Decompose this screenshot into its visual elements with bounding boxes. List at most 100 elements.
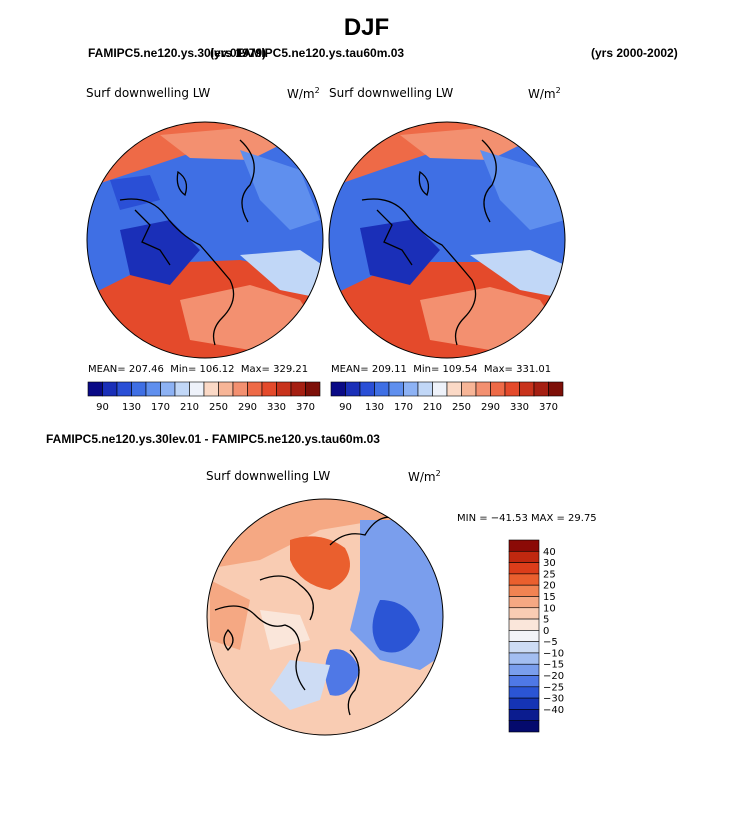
left-coastlines [119, 139, 255, 346]
diff-colorbar-swatch [508, 652, 540, 665]
left-colorbar-swatch [203, 381, 219, 397]
left-colorbar-swatch [218, 381, 234, 397]
left-colorbar-tick-label: 330 [267, 402, 286, 413]
diff-panel-units: W/m2 [408, 469, 441, 484]
diff-colorbar-swatch [508, 630, 540, 642]
diff-colorbar-tick-label: −30 [543, 694, 564, 705]
left-colorbar-swatch [247, 381, 263, 397]
right-colorbar-tick-label: 330 [510, 402, 529, 413]
right-colorbar-tick-label: 250 [452, 402, 471, 413]
right-colorbar-swatch [519, 381, 535, 397]
diff-colorbar-swatch [508, 573, 540, 586]
diff-minmax: MIN = −41.53 MAX = 29.75 [457, 513, 597, 524]
left-colorbar-swatch [87, 381, 103, 397]
diff-title: FAMIPC5.ne120.ys.30lev.01 - FAMIPC5.ne12… [46, 432, 380, 446]
diff-colorbar-tick-label: −15 [543, 660, 564, 671]
right-colorbar-swatch [490, 381, 506, 397]
right-colorbar-swatch [533, 381, 549, 397]
left-colorbar: 90 130 170 210 250 290 330 370 [87, 381, 321, 413]
diff-panel-variable: Surf downwelling LW [206, 469, 331, 483]
right-colorbar-swatch [345, 381, 361, 397]
right-panel-stats: MEAN= 209.11 Min= 109.54 Max= 331.01 [331, 364, 552, 375]
right-colorbar-swatch [504, 381, 520, 397]
left-colorbar-swatch [261, 381, 277, 397]
diff-colorbar-swatch [508, 618, 540, 631]
right-colorbar-swatch [446, 381, 462, 397]
left-colorbar-tick-label: 290 [238, 402, 257, 413]
case-label-1: FAMIPC5.ne120.ys.30lev.01 [88, 46, 244, 60]
right-colorbar-tick-label: 90 [339, 402, 352, 413]
diff-colorbar-swatch [508, 562, 540, 575]
right-colorbar-swatch [403, 381, 419, 397]
diff-colorbar-swatch [508, 641, 540, 654]
diff-colorbar-tick-label: −10 [543, 648, 564, 659]
right-colorbar-tick-label: 370 [539, 402, 558, 413]
right-colorbar-swatch [432, 381, 448, 397]
right-coastlines [361, 139, 497, 346]
right-colorbar-swatch [461, 381, 477, 397]
left-panel-stats: MEAN= 207.46 Min= 106.12 Max= 329.21 [88, 364, 309, 375]
left-colorbar-tick-label: 170 [151, 402, 170, 413]
right-map-border [328, 121, 566, 359]
diff-colorbar-swatch [508, 550, 540, 563]
left-map-border [86, 121, 324, 359]
right-colorbar-tick-label: 130 [365, 402, 384, 413]
case-label-2: FAMIPC5.ne120.ys.tau60m.03 [236, 46, 405, 60]
diff-colorbar-swatch [508, 596, 540, 609]
left-colorbar-swatch [102, 381, 118, 397]
right-colorbar-swatch [475, 381, 491, 397]
diff-colorbar-swatch [508, 607, 540, 620]
case-label-years: (yrs 1979) [210, 46, 267, 60]
left-colorbar-swatch [116, 381, 132, 397]
left-colorbar-tick-label: 250 [209, 402, 228, 413]
left-colorbar-swatch [305, 381, 321, 397]
diff-polar-map [207, 499, 443, 735]
right-colorbar-tick-label: 210 [423, 402, 442, 413]
right-colorbar-swatch [330, 381, 346, 397]
left-colorbar-swatch [276, 381, 292, 397]
years-label: (yrs 2000-2002) [591, 46, 678, 60]
diff-colorbar-tick-label: −25 [543, 682, 564, 693]
right-colorbar: 90 130 170 210 250 290 330 370 [330, 381, 564, 413]
left-panel-units: W/m2 [287, 86, 320, 101]
diff-colorbar-tick-label: −20 [543, 671, 564, 682]
left-colorbar-tick-label: 130 [122, 402, 141, 413]
diff-colorbar-swatch [508, 584, 540, 597]
season-title: DJF [343, 14, 390, 41]
right-panel-units: W/m2 [528, 86, 561, 101]
diff-colorbar-tick-label: 10 [543, 603, 556, 614]
diff-map-border [206, 498, 444, 736]
right-polar-map [329, 122, 565, 358]
diff-colorbar-tick-label: −5 [543, 637, 558, 648]
right-colorbar-swatch [374, 381, 390, 397]
left-colorbar-swatch [189, 381, 205, 397]
right-colorbar-tick-label: 290 [481, 402, 500, 413]
right-colorbar-swatch [388, 381, 404, 397]
left-colorbar-swatch [174, 381, 190, 397]
right-colorbar-swatch [417, 381, 433, 397]
left-colorbar-tick-label: 90 [96, 402, 109, 413]
diff-colorbar-tick-label: 40 [543, 547, 556, 558]
diff-colorbar-tick-label: 25 [543, 569, 556, 580]
left-colorbar-swatch [131, 381, 147, 397]
left-polar-map [87, 122, 323, 358]
diff-colorbar-tick-label: 15 [543, 592, 556, 603]
diff-colorbar-swatch [508, 663, 540, 676]
diff-colorbar-tick-label: 30 [543, 558, 556, 569]
diff-colorbar-swatch [508, 686, 540, 699]
right-colorbar-tick-label: 170 [394, 402, 413, 413]
diff-colorbar-tick-label: 20 [543, 581, 556, 592]
right-colorbar-swatch [548, 381, 564, 397]
diff-colorbar-swatch [508, 675, 540, 688]
diff-colorbar-tick-label: 0 [543, 626, 549, 637]
diff-colorbar-tick-label: 5 [543, 615, 549, 626]
right-panel-variable: Surf downwelling LW [329, 86, 454, 100]
left-colorbar-swatch [160, 381, 176, 397]
left-colorbar-swatch [232, 381, 248, 397]
left-colorbar-swatch [145, 381, 161, 397]
diff-colorbar-swatch [508, 539, 540, 552]
left-colorbar-tick-label: 370 [296, 402, 315, 413]
left-colorbar-swatch [290, 381, 306, 397]
left-panel-variable: Surf downwelling LW [86, 86, 211, 100]
